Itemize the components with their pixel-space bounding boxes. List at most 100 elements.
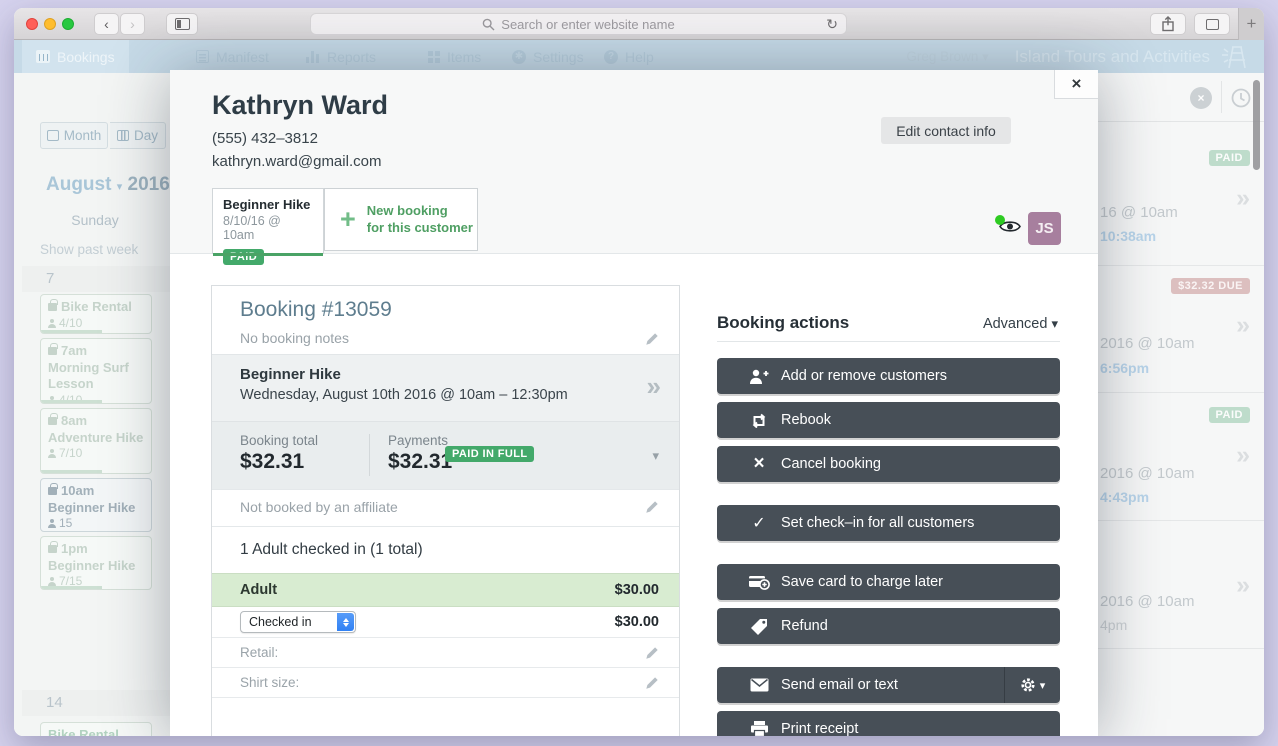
line-item-label: Adult — [240, 582, 278, 598]
scrollbar-thumb[interactable] — [1253, 80, 1260, 170]
online-dot-icon — [995, 215, 1005, 225]
calendar-event[interactable]: Bike Rental 5/10 — [40, 722, 152, 736]
edit-pencil-icon[interactable] — [645, 646, 659, 660]
nav-label: Reports — [327, 48, 377, 65]
share-icon — [1162, 16, 1174, 32]
back-button[interactable]: ‹ — [94, 13, 119, 35]
close-icon[interactable]: × — [1190, 87, 1212, 109]
set-checkin-button[interactable]: ✓ Set check–in for all customers — [717, 505, 1060, 541]
app-navbar: Bookings Manifest Reports Items ✱ Settin… — [14, 40, 1264, 73]
advanced-dropdown[interactable]: Advanced ▾ — [982, 316, 1058, 332]
tab-booking[interactable]: Beginner Hike 8/10/16 @ 10am PAID — [212, 188, 324, 265]
app-page: Bookings Manifest Reports Items ✱ Settin… — [14, 40, 1264, 736]
email-options-dropdown[interactable]: ▾ — [1004, 667, 1060, 703]
edit-pencil-icon[interactable] — [645, 332, 659, 346]
save-card-button[interactable]: Save card to charge later — [717, 564, 1060, 600]
capacity-bar — [41, 470, 102, 473]
result-datetime: 2016 @ 10am — [1100, 593, 1195, 610]
refund-button[interactable]: Refund — [717, 608, 1060, 644]
tab-date: 8/10/16 @ 10am — [223, 214, 281, 242]
print-receipt-button[interactable]: Print receipt — [717, 711, 1060, 736]
caret-down-icon: ▾ — [1051, 316, 1058, 331]
day-view-button[interactable]: Day — [110, 122, 166, 149]
month-label: Month — [63, 128, 102, 143]
nav-item-items[interactable]: Items — [414, 40, 495, 73]
send-email-button[interactable]: Send email or text ▾ — [717, 667, 1060, 703]
calendar-event[interactable]: Bike Rental 4/10 — [40, 294, 152, 334]
chevron-right-icon[interactable]: » — [1236, 571, 1250, 599]
tag-icon — [747, 618, 771, 635]
user-menu[interactable]: Greg Brown ▾ — [906, 48, 989, 64]
button-label: Print receipt — [781, 721, 859, 736]
lock-icon — [48, 541, 58, 553]
status-badge: $32.32 DUE — [1171, 278, 1250, 294]
booking-item-row[interactable]: Beginner Hike Wednesday, August 10th 201… — [212, 354, 679, 421]
status-badge: PAID — [1208, 150, 1250, 166]
payment-summary-row[interactable]: Booking total $32.31 Payments $32.31 PAI… — [212, 421, 679, 489]
item-name: Beginner Hike — [240, 366, 341, 383]
checkin-price: $30.00 — [614, 614, 659, 630]
person-icon — [48, 318, 56, 328]
rebook-button[interactable]: Rebook — [717, 402, 1060, 438]
customer-name: Kathryn Ward — [212, 90, 389, 120]
result-time-link[interactable]: 6:56pm — [1100, 360, 1150, 376]
chevron-right-icon[interactable]: » — [1236, 311, 1250, 339]
caret-down-icon: ▾ — [1039, 679, 1046, 692]
person-plus-icon — [747, 369, 771, 384]
nav-item-help[interactable]: ? Help — [590, 40, 668, 73]
payments-label: Payments — [388, 433, 449, 448]
chevron-right-icon[interactable]: » — [646, 371, 661, 401]
month-selector[interactable]: August ▾ 2016 — [46, 174, 170, 195]
reports-icon — [306, 50, 320, 63]
calendar-event[interactable]: 7am Morning Surf Lesson 4/10 — [40, 338, 152, 404]
x-icon: × — [753, 453, 765, 474]
nav-item-reports[interactable]: Reports — [292, 40, 390, 73]
nav-label: Bookings — [57, 48, 115, 65]
clock-icon[interactable] — [1230, 87, 1252, 109]
avatar[interactable]: JS — [1028, 212, 1061, 245]
edit-pencil-icon[interactable] — [645, 500, 659, 514]
cancel-booking-button[interactable]: × Cancel booking — [717, 446, 1060, 482]
company-name: Island Tours and Activities — [1014, 46, 1210, 66]
edit-pencil-icon[interactable] — [645, 676, 659, 690]
person-icon — [48, 577, 56, 587]
result-time-link[interactable]: 10:38am — [1100, 228, 1157, 244]
address-bar[interactable]: Search or enter website name ↻ — [310, 13, 847, 35]
tab-overview-button[interactable] — [1194, 13, 1230, 35]
chevron-right-icon[interactable]: » — [1236, 184, 1250, 212]
zoom-window-button[interactable] — [62, 18, 74, 30]
month-view-button[interactable]: Month — [40, 122, 108, 149]
minimize-window-button[interactable] — [44, 18, 56, 30]
checkin-select[interactable]: Checked in — [240, 611, 356, 633]
modal-close-button[interactable]: × — [1054, 70, 1098, 99]
day-label: Day — [133, 128, 158, 143]
caret-down-icon[interactable]: ▾ — [652, 448, 659, 463]
modal-header: Kathryn Ward (555) 432–3812 kathryn.ward… — [170, 70, 1098, 265]
line-item-row: Adult $30.00 — [212, 573, 679, 607]
result-time-link[interactable]: 4:43pm — [1100, 489, 1150, 505]
nav-item-settings[interactable]: ✱ Settings — [498, 40, 598, 73]
company-logo — [1222, 45, 1246, 68]
share-button[interactable] — [1150, 13, 1186, 35]
day-icon — [116, 130, 129, 141]
check-icon: ✓ — [752, 515, 766, 532]
calendar-event[interactable]: 1pm Beginner Hike 7/15 — [40, 536, 152, 590]
show-past-week-link[interactable]: Show past week — [40, 242, 139, 257]
nav-item-manifest[interactable]: Manifest — [182, 40, 283, 73]
chevron-right-icon[interactable]: » — [1236, 441, 1250, 469]
nav-item-bookings[interactable]: Bookings — [22, 40, 129, 73]
add-remove-customers-button[interactable]: Add or remove customers — [717, 358, 1060, 394]
calendar-event-selected[interactable]: 10am Beginner Hike 15 — [40, 478, 152, 532]
edit-contact-button[interactable]: Edit contact info — [881, 117, 1011, 144]
manifest-icon — [196, 50, 209, 63]
forward-button[interactable]: › — [120, 13, 145, 35]
search-icon — [482, 18, 495, 30]
month-icon — [46, 130, 59, 141]
new-booking-tab[interactable]: + New booking for this customer — [324, 188, 478, 251]
close-window-button[interactable] — [26, 18, 38, 30]
new-tab-button[interactable]: + — [1238, 8, 1264, 40]
sidebar-toggle-button[interactable] — [166, 13, 198, 35]
item-datetime: Wednesday, August 10th 2016 @ 10am – 12:… — [240, 387, 568, 403]
calendar-event[interactable]: 8am Adventure Hike 7/10 — [40, 408, 152, 474]
reload-icon[interactable]: ↻ — [826, 15, 838, 32]
